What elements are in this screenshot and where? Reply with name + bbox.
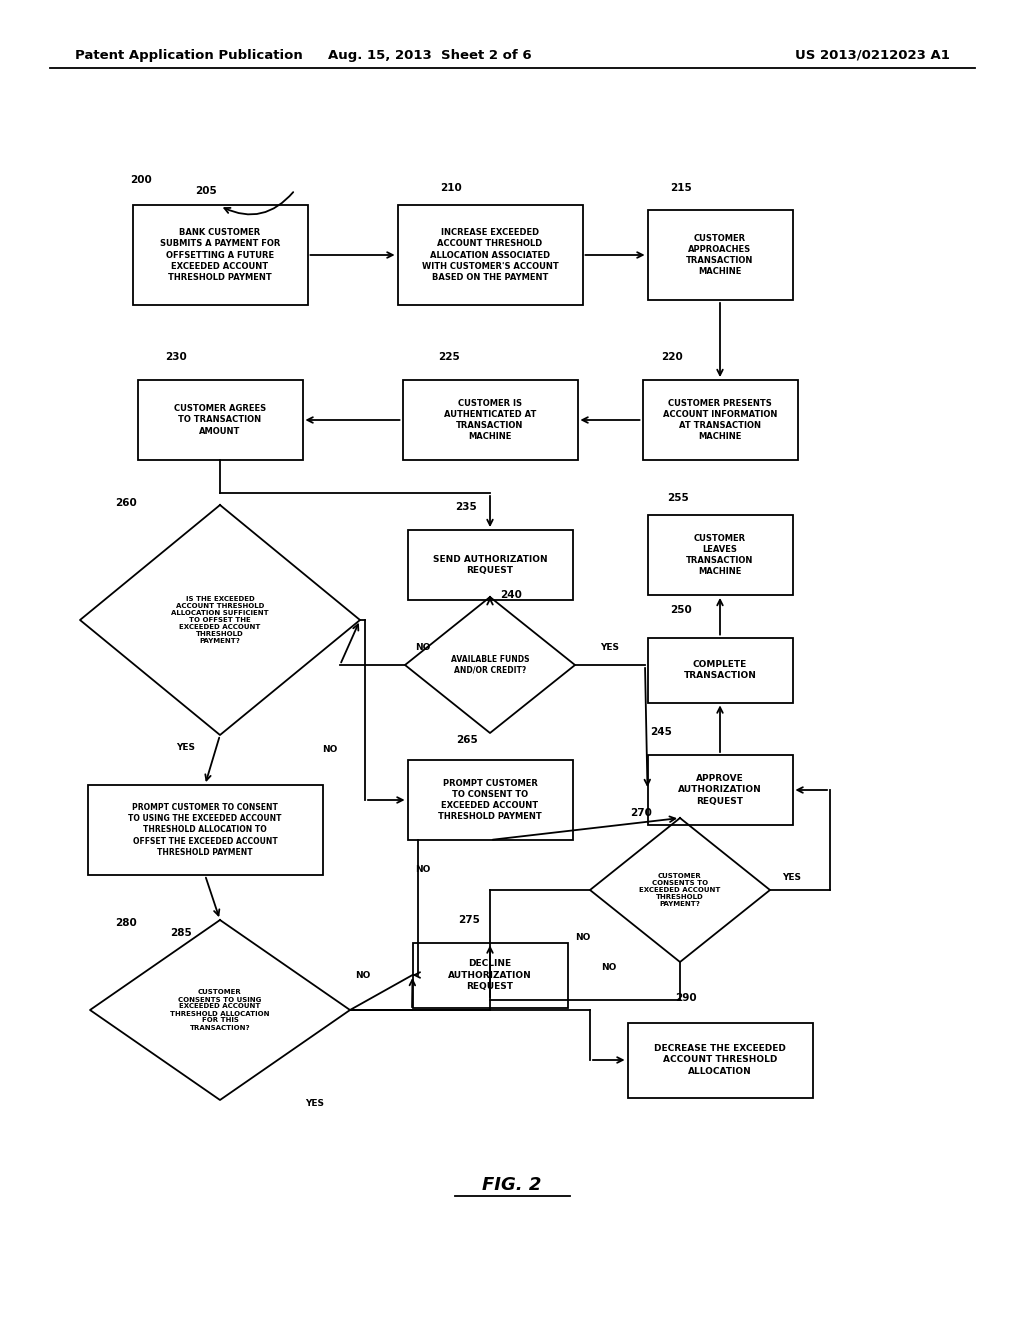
Text: 270: 270 [630, 808, 652, 818]
Text: AVAILABLE FUNDS
AND/OR CREDIT?: AVAILABLE FUNDS AND/OR CREDIT? [451, 655, 529, 675]
Polygon shape [406, 597, 575, 733]
Text: 215: 215 [670, 183, 692, 193]
Text: YES: YES [176, 743, 195, 752]
Text: 240: 240 [500, 590, 522, 601]
Text: SEND AUTHORIZATION
REQUEST: SEND AUTHORIZATION REQUEST [433, 554, 547, 576]
Text: COMPLETE
TRANSACTION: COMPLETE TRANSACTION [684, 660, 757, 680]
Text: 290: 290 [675, 993, 696, 1003]
Text: US 2013/0212023 A1: US 2013/0212023 A1 [795, 49, 950, 62]
Bar [87, 785, 323, 875]
Text: 250: 250 [670, 605, 692, 615]
Text: 275: 275 [458, 915, 480, 925]
Text: 230: 230 [165, 352, 186, 362]
Bar [647, 210, 793, 300]
Text: BANK CUSTOMER
SUBMITS A PAYMENT FOR
OFFSETTING A FUTURE
EXCEEDED ACCOUNT
THRESHO: BANK CUSTOMER SUBMITS A PAYMENT FOR OFFS… [160, 228, 281, 281]
Bar [408, 531, 572, 601]
Text: YES: YES [782, 874, 801, 883]
Text: 285: 285 [170, 928, 191, 939]
Text: CUSTOMER AGREES
TO TRANSACTION
AMOUNT: CUSTOMER AGREES TO TRANSACTION AMOUNT [174, 404, 266, 436]
Text: 235: 235 [455, 502, 477, 512]
Text: 245: 245 [650, 727, 672, 737]
Bar [628, 1023, 812, 1097]
Text: IS THE EXCEEDED
ACCOUNT THRESHOLD
ALLOCATION SUFFICIENT
TO OFFSET THE
EXCEEDED A: IS THE EXCEEDED ACCOUNT THRESHOLD ALLOCA… [171, 597, 269, 644]
Bar [647, 638, 793, 702]
Bar [132, 205, 307, 305]
Text: PROMPT CUSTOMER
TO CONSENT TO
EXCEEDED ACCOUNT
THRESHOLD PAYMENT: PROMPT CUSTOMER TO CONSENT TO EXCEEDED A… [438, 779, 542, 821]
Text: Patent Application Publication: Patent Application Publication [75, 49, 303, 62]
Bar [137, 380, 302, 459]
Bar [642, 380, 798, 459]
Bar [413, 942, 567, 1007]
Text: CUSTOMER
APPROACHES
TRANSACTION
MACHINE: CUSTOMER APPROACHES TRANSACTION MACHINE [686, 234, 754, 276]
Text: YES: YES [305, 1098, 324, 1107]
Text: 210: 210 [440, 183, 462, 193]
Text: CUSTOMER
LEAVES
TRANSACTION
MACHINE: CUSTOMER LEAVES TRANSACTION MACHINE [686, 533, 754, 576]
Text: 280: 280 [115, 917, 137, 928]
Text: 225: 225 [438, 352, 460, 362]
Text: CUSTOMER PRESENTS
ACCOUNT INFORMATION
AT TRANSACTION
MACHINE: CUSTOMER PRESENTS ACCOUNT INFORMATION AT… [663, 399, 777, 441]
Bar [408, 760, 572, 840]
Text: NO: NO [574, 933, 590, 942]
Text: NO: NO [415, 644, 430, 652]
Text: 265: 265 [456, 735, 478, 744]
Bar [402, 380, 578, 459]
Text: 220: 220 [662, 352, 683, 362]
Polygon shape [90, 920, 350, 1100]
Text: NO: NO [323, 746, 338, 755]
Text: APPROVE
AUTHORIZATION
REQUEST: APPROVE AUTHORIZATION REQUEST [678, 775, 762, 805]
Text: 200: 200 [130, 176, 152, 185]
Text: DECLINE
AUTHORIZATION
REQUEST: DECLINE AUTHORIZATION REQUEST [449, 960, 531, 990]
Text: NO: NO [415, 866, 430, 874]
Text: CUSTOMER
CONSENTS TO
EXCEEDED ACCOUNT
THRESHOLD
PAYMENT?: CUSTOMER CONSENTS TO EXCEEDED ACCOUNT TH… [639, 873, 721, 907]
Text: NO: NO [355, 970, 371, 979]
Text: CUSTOMER IS
AUTHENTICATED AT
TRANSACTION
MACHINE: CUSTOMER IS AUTHENTICATED AT TRANSACTION… [443, 399, 537, 441]
Text: YES: YES [600, 644, 618, 652]
Text: DECREASE THE EXCEEDED
ACCOUNT THRESHOLD
ALLOCATION: DECREASE THE EXCEEDED ACCOUNT THRESHOLD … [654, 1044, 786, 1076]
Bar [647, 755, 793, 825]
Text: 205: 205 [195, 186, 217, 195]
Bar [397, 205, 583, 305]
Text: FIG. 2: FIG. 2 [482, 1176, 542, 1195]
Text: PROMPT CUSTOMER TO CONSENT
TO USING THE EXCEEDED ACCOUNT
THRESHOLD ALLOCATION TO: PROMPT CUSTOMER TO CONSENT TO USING THE … [128, 804, 282, 857]
Text: 255: 255 [667, 492, 689, 503]
Text: 260: 260 [115, 498, 137, 508]
Polygon shape [80, 506, 360, 735]
Text: CUSTOMER
CONSENTS TO USING
EXCEEDED ACCOUNT
THRESHOLD ALLOCATION
FOR THIS
TRANSA: CUSTOMER CONSENTS TO USING EXCEEDED ACCO… [170, 990, 269, 1031]
Text: Aug. 15, 2013  Sheet 2 of 6: Aug. 15, 2013 Sheet 2 of 6 [328, 49, 531, 62]
Bar [647, 515, 793, 595]
Text: INCREASE EXCEEDED
ACCOUNT THRESHOLD
ALLOCATION ASSOCIATED
WITH CUSTOMER'S ACCOUN: INCREASE EXCEEDED ACCOUNT THRESHOLD ALLO… [422, 228, 558, 281]
Polygon shape [590, 818, 770, 962]
Text: NO: NO [601, 964, 616, 973]
